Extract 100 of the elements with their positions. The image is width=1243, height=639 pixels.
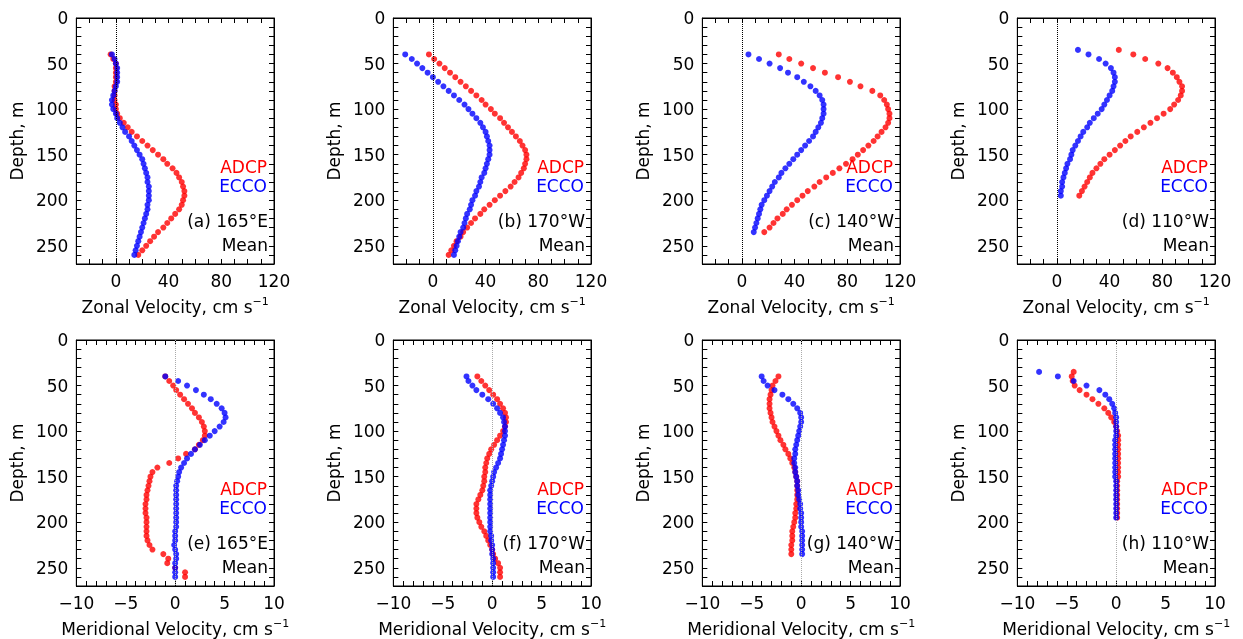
- x-tick-label: 80: [527, 270, 550, 291]
- x-tick-label: 40: [157, 270, 180, 291]
- y-tick-label: 200: [35, 512, 69, 533]
- x-tick-label: −10: [999, 592, 1036, 613]
- x-tick-label: 120: [1198, 270, 1232, 291]
- annotation: Mean: [221, 234, 268, 255]
- y-tick-label: 250: [352, 557, 386, 578]
- series-label: ADCP: [1161, 156, 1208, 177]
- y-axis-title: Depth, m: [947, 423, 968, 503]
- y-axis-title: Depth, m: [947, 101, 968, 181]
- text: ECCO: [536, 497, 584, 518]
- y-tick-label: 200: [35, 190, 69, 211]
- y-tick-label: 0: [683, 8, 695, 28]
- y-tick-label: 150: [976, 466, 1010, 487]
- y-tick-label: 50: [363, 375, 386, 396]
- x-tick-label: 5: [536, 592, 547, 613]
- y-tick-label: 0: [57, 330, 69, 350]
- x-tick-label: 10: [1204, 592, 1226, 613]
- annotation: Mean: [538, 556, 585, 577]
- x-tick-label: −10: [684, 592, 721, 613]
- y-tick-label: 200: [661, 512, 695, 533]
- x-tick-label: −10: [58, 592, 95, 613]
- y-tick-label: 0: [998, 8, 1010, 28]
- y-axis-title: Depth, m: [6, 101, 27, 181]
- x-tick-label: 0: [427, 270, 439, 291]
- text: ADCP: [537, 478, 584, 499]
- annotation: (b) 170°W: [497, 210, 586, 231]
- text: ECCO: [845, 497, 893, 518]
- y-tick-label: 150: [661, 466, 695, 487]
- text: ECCO: [845, 175, 893, 196]
- text: ECCO: [1160, 497, 1208, 518]
- annotation: Mean: [538, 234, 585, 255]
- x-tick-label: 0: [795, 592, 807, 613]
- x-tick-label: 120: [257, 270, 291, 291]
- y-tick-label: 150: [352, 466, 386, 487]
- x-tick-label: 40: [474, 270, 497, 291]
- text: ECCO: [536, 175, 584, 196]
- y-tick-label: 100: [35, 421, 69, 442]
- y-tick-label: 50: [987, 53, 1010, 74]
- y-tick-label: 250: [661, 557, 695, 578]
- y-tick-label: 0: [374, 330, 386, 350]
- y-axis-title: Depth, m: [632, 423, 653, 503]
- x-tick-label: 5: [845, 592, 856, 613]
- y-tick-label: 100: [661, 99, 695, 120]
- y-tick-label: 200: [352, 512, 386, 533]
- series-label: ADCP: [846, 156, 893, 177]
- x-tick-label: 5: [1160, 592, 1171, 613]
- text: ADCP: [1161, 478, 1208, 499]
- x-tick-label: 10: [889, 592, 911, 613]
- annotation: Mean: [847, 556, 894, 577]
- annotation: Mean: [847, 234, 894, 255]
- y-tick-label: 50: [672, 53, 695, 74]
- y-tick-label: 0: [683, 330, 695, 350]
- y-tick-label: 250: [976, 557, 1010, 578]
- x-tick-label: 0: [1051, 270, 1063, 291]
- x-tick-label: 120: [574, 270, 608, 291]
- text: ADCP: [220, 156, 267, 177]
- x-tick-label: 5: [219, 592, 230, 613]
- annotation: Mean: [1162, 234, 1209, 255]
- x-tick-label: 0: [110, 270, 122, 291]
- x-tick-label: 80: [210, 270, 233, 291]
- y-tick-label: 100: [352, 421, 386, 442]
- annotation: (g) 140°W: [806, 532, 895, 553]
- annotation: Mean: [1162, 556, 1209, 577]
- y-tick-label: 150: [35, 466, 69, 487]
- y-tick-label: 50: [46, 375, 69, 396]
- y-axis-title: Depth, m: [323, 101, 344, 181]
- y-axis-title: Depth, m: [6, 423, 27, 503]
- annotation: (a) 165°E: [187, 210, 268, 231]
- annotation: (f) 170°W: [502, 532, 586, 553]
- text: ECCO: [219, 175, 267, 196]
- y-tick-label: 50: [46, 53, 69, 74]
- x-tick-label: 10: [263, 592, 285, 613]
- x-tick-label: −5: [113, 592, 139, 613]
- x-tick-label: 0: [1110, 592, 1122, 613]
- y-tick-label: 150: [976, 144, 1010, 165]
- series-label: ADCP: [537, 156, 584, 177]
- y-tick-label: 100: [35, 99, 69, 120]
- y-tick-label: 250: [661, 235, 695, 256]
- y-axis-title: Depth, m: [323, 423, 344, 503]
- x-tick-label: −5: [739, 592, 765, 613]
- y-tick-label: 250: [35, 235, 69, 256]
- x-tick-label: 0: [736, 270, 748, 291]
- x-tick-label: −5: [1054, 592, 1080, 613]
- y-tick-label: 100: [661, 421, 695, 442]
- y-tick-label: 0: [57, 8, 69, 28]
- y-tick-label: 150: [352, 144, 386, 165]
- y-tick-label: 150: [661, 144, 695, 165]
- x-tick-label: 10: [580, 592, 602, 613]
- annotation: (c) 140°W: [808, 210, 895, 231]
- x-tick-label: −10: [375, 592, 412, 613]
- y-tick-label: 200: [352, 190, 386, 211]
- y-axis-title: Depth, m: [632, 101, 653, 181]
- y-tick-label: 50: [672, 375, 695, 396]
- text: ADCP: [846, 478, 893, 499]
- y-tick-label: 200: [661, 190, 695, 211]
- y-tick-label: 0: [998, 330, 1010, 350]
- y-tick-label: 250: [35, 557, 69, 578]
- y-tick-label: 250: [976, 235, 1010, 256]
- text: ECCO: [1160, 175, 1208, 196]
